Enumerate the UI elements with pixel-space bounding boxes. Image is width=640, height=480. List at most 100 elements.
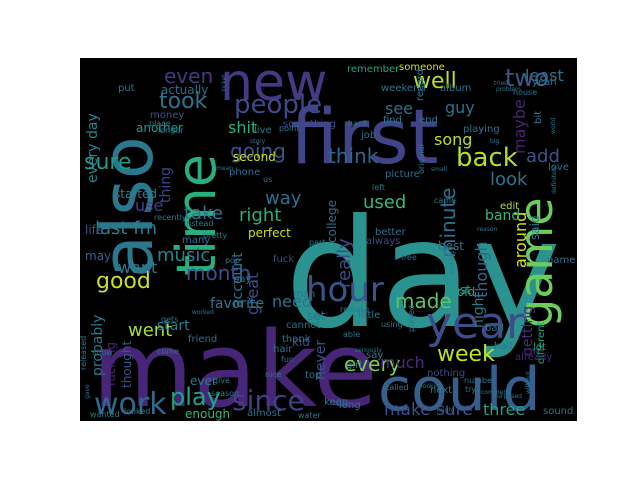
- word-surprised: surprised: [494, 393, 522, 400]
- word-sure: sure: [84, 150, 132, 175]
- word-big: big: [490, 138, 499, 145]
- word-night: night: [471, 291, 487, 328]
- word-probably: probably: [90, 315, 106, 376]
- word-cloud-panel: day make first could also new time game year hour…: [80, 58, 577, 421]
- word-called: called: [385, 383, 409, 392]
- word-recently: recently: [154, 213, 187, 222]
- word-may: may: [85, 249, 111, 263]
- word-without: without: [525, 371, 532, 394]
- word-album: album: [440, 83, 471, 94]
- word-month: month: [186, 261, 251, 285]
- word-used: used: [363, 192, 406, 213]
- word-wanted: wanted: [90, 410, 120, 419]
- word-minute: minute: [436, 187, 460, 258]
- word-hair: hair: [273, 344, 293, 355]
- word-worked: worked: [192, 309, 214, 316]
- word-able: able: [343, 330, 360, 339]
- word-tried: tried: [494, 80, 508, 87]
- word-longer: longer: [158, 126, 184, 135]
- word-definitely: definitely: [551, 166, 558, 194]
- word-original: original: [417, 144, 426, 174]
- word-even: even: [164, 64, 213, 88]
- word-old: old: [457, 285, 475, 299]
- word-something: something: [283, 119, 336, 130]
- word-day: day: [285, 188, 561, 362]
- word-pay: pay: [233, 274, 251, 285]
- word-little: little: [358, 310, 380, 321]
- word-took: took: [159, 89, 208, 114]
- word-see: see: [385, 99, 413, 118]
- word-started: started: [114, 187, 157, 201]
- word-life: life: [85, 223, 103, 237]
- word-us: us: [263, 175, 272, 184]
- word-weekend: weekend: [381, 83, 426, 94]
- word-good: good: [96, 269, 151, 294]
- word-edit: edit: [500, 201, 519, 212]
- word-around: around: [511, 212, 530, 268]
- word-year: year: [426, 298, 525, 349]
- word-nothing: nothing: [427, 368, 465, 379]
- word-money: money: [150, 110, 184, 121]
- word-three: three: [483, 400, 525, 419]
- word-really: really: [334, 238, 355, 288]
- word-back: back: [456, 143, 518, 173]
- word-much: much: [380, 353, 425, 372]
- word-house: house: [513, 88, 537, 97]
- word-shit: shit: [228, 118, 257, 137]
- word-make: make: [92, 309, 378, 421]
- word-reason: reason: [477, 226, 498, 233]
- word-girl: girl: [346, 360, 362, 371]
- word-working: working: [449, 251, 456, 275]
- word-using: using: [381, 320, 403, 329]
- word-someone: someone: [399, 62, 445, 73]
- word-free: free: [401, 253, 417, 262]
- word-two: two: [505, 64, 549, 92]
- word-instead: instead: [184, 219, 214, 228]
- word-favorite: favorite: [210, 296, 264, 312]
- word-find: find: [383, 115, 402, 126]
- word-great: great: [243, 273, 262, 315]
- word-actually: actually: [161, 83, 208, 97]
- word-fucking: fucking: [104, 342, 118, 386]
- word-left: left: [372, 183, 385, 192]
- word-show: show: [92, 348, 113, 357]
- word-new: new: [220, 58, 327, 113]
- word-bad: bad: [485, 323, 504, 334]
- word-seriously: seriously: [355, 347, 382, 354]
- word-also: also: [87, 136, 169, 278]
- word-look: look: [490, 169, 528, 190]
- word-think: think: [328, 144, 379, 168]
- word-gets: gets: [161, 315, 178, 324]
- word-nice: nice: [265, 370, 282, 379]
- word-add: add: [526, 146, 560, 167]
- word-came: came: [434, 196, 456, 205]
- word-never: never: [313, 340, 329, 380]
- word-could: could: [378, 355, 540, 421]
- word-going: going: [230, 139, 286, 163]
- word-right: right: [239, 205, 281, 226]
- word-ticket: ticket: [221, 74, 228, 91]
- word-second: second: [233, 150, 276, 164]
- word-kid: kid: [292, 335, 310, 349]
- word-released: released: [80, 336, 88, 370]
- word-part: part: [309, 238, 325, 247]
- word-thing: thing: [158, 167, 174, 203]
- word-way: way: [265, 188, 302, 209]
- word-give: give: [213, 376, 230, 385]
- word-last-fm: last fm: [95, 218, 157, 239]
- word-since: since: [232, 384, 305, 417]
- word-end: end: [419, 115, 438, 126]
- word-already: already: [515, 352, 552, 363]
- word-put: put: [118, 83, 135, 94]
- word-played: played: [407, 305, 416, 332]
- word-said: said: [528, 215, 542, 240]
- word-hour: hour: [306, 270, 384, 310]
- word-man: man: [293, 289, 315, 300]
- word-job: job: [360, 130, 376, 141]
- word-fuck: fuck: [273, 254, 294, 265]
- word-post: post: [445, 283, 471, 297]
- word-game: game: [509, 198, 563, 329]
- word-gave: gave: [84, 384, 91, 399]
- word-looking: looking: [421, 383, 443, 390]
